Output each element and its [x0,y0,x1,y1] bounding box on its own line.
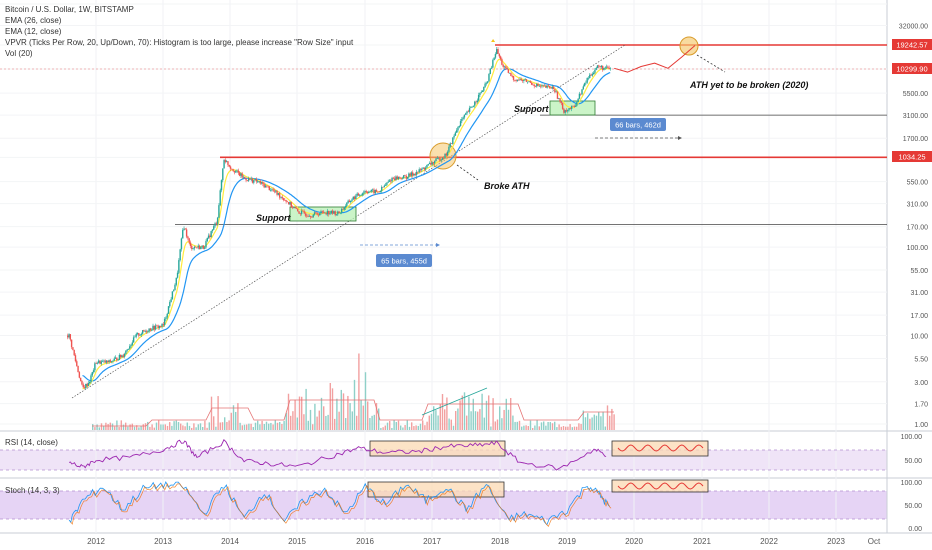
ath-future-label: ATH yet to be broken (2020) [689,80,808,90]
measure-label-2: 66 bars, 462d [615,121,661,130]
x-tick-label: 2016 [356,537,374,546]
rsi-pane [68,439,607,471]
stoch-d-line [70,482,612,528]
grid [0,0,887,533]
y-tick-label: 1.70 [914,402,928,409]
rsi-projection-wave [617,444,704,452]
y-tick-label: 170.00 [907,225,929,232]
rsi-tick-label: 100.00 [901,434,923,441]
legend-ema26[interactable]: EMA (26, close) [5,16,62,25]
ema26-line [82,68,611,382]
annotations: Support Support Broke ATH ATH yet to be … [256,80,808,267]
stoch-projection-wave [617,482,704,490]
stoch-tick-label: 0.00 [908,526,922,533]
ema12-line [82,58,611,390]
ath-marker [491,39,496,42]
price-badge-old-ath-text: 1034.25 [898,153,925,162]
x-tick-label: 2013 [154,537,172,546]
future-ath-circle [679,36,699,56]
support-label-2: Support [514,104,549,114]
support-label-1: Support [256,213,291,223]
legend-symbol[interactable]: Bitcoin / U.S. Dollar, 1W, BITSTAMP [5,5,134,14]
price-badge-old-ath: 1034.25 [892,151,932,162]
x-tick-label: 2023 [827,537,845,546]
rsi-pane-label[interactable]: RSI (14, close) [5,438,58,447]
x-tick-label: Oct [868,537,881,546]
stoch-box-past [367,481,505,498]
x-tick-label: 2019 [558,537,576,546]
stoch-tick-label: 100.00 [901,480,923,487]
x-tick-label: 2012 [87,537,105,546]
y-tick-label: 32000.00 [899,23,928,30]
x-tick-label: 2021 [693,537,711,546]
price-badges: 19242.57 10299.90 1034.25 [892,39,932,162]
rsi-tick-label: 50.00 [904,458,922,465]
price-badge-current: 10299.90 [892,63,932,74]
y-tick-label: 55.00 [910,268,928,275]
y-tick-label: 1.00 [914,422,928,429]
legend-ema12[interactable]: EMA (12, close) [5,27,62,36]
x-tick-label: 2022 [760,537,778,546]
price-projection-line [614,45,696,73]
x-tick-label: 2017 [423,537,441,546]
stoch-tick-label: 50.00 [904,503,922,510]
y-tick-label: 5500.00 [903,91,928,98]
y-tick-label: 3.00 [914,380,928,387]
volume-bars [92,353,615,430]
y-tick-label: 10.00 [910,334,928,341]
y-tick-label: 550.00 [907,180,929,187]
volume-trendline [421,387,488,416]
y-tick-label: 3100.00 [903,113,928,120]
price-badge-current-text: 10299.90 [896,65,927,74]
price-candles [67,46,612,390]
price-badge-ath: 19242.57 [892,39,932,50]
y-tick-label: 1700.00 [903,136,928,143]
stoch-pane-label[interactable]: Stoch (14, 3, 3) [5,486,60,495]
x-tick-label: 2020 [625,537,643,546]
measure-box-1[interactable]: 65 bars, 455d [376,254,432,267]
measure-label-1: 65 bars, 455d [381,257,427,266]
y-tick-label: 310.00 [907,202,929,209]
chart-legend: Bitcoin / U.S. Dollar, 1W, BITSTAMP EMA … [5,4,353,59]
x-tick-label: 2018 [491,537,509,546]
y-tick-label: 5.50 [914,357,928,364]
rsi-line [68,439,607,471]
y-tick-label: 31.00 [910,290,928,297]
rsi-box-past [369,440,506,457]
measure-box-2[interactable]: 66 bars, 462d [610,118,666,131]
long-term-trendline [71,44,626,399]
legend-vpvr[interactable]: VPVR (Ticks Per Row, 20, Up/Down, 70): H… [5,38,354,47]
y-tick-label: 100.00 [907,245,929,252]
trend-lines[interactable] [71,44,726,416]
y-tick-label: 17.00 [910,313,928,320]
price-badge-ath-text: 19242.57 [896,41,927,50]
ema-lines [82,58,611,390]
broke-ath-label: Broke ATH [484,181,530,191]
legend-volume[interactable]: Vol (20) [5,49,33,58]
projection-path[interactable] [614,45,696,73]
x-tick-label: 2014 [221,537,239,546]
stoch-pane [68,481,612,528]
x-tick-label: 2015 [288,537,306,546]
axes: 32000.00 5500.00 3100.00 1700.00 550.00 310.0… [87,23,928,546]
